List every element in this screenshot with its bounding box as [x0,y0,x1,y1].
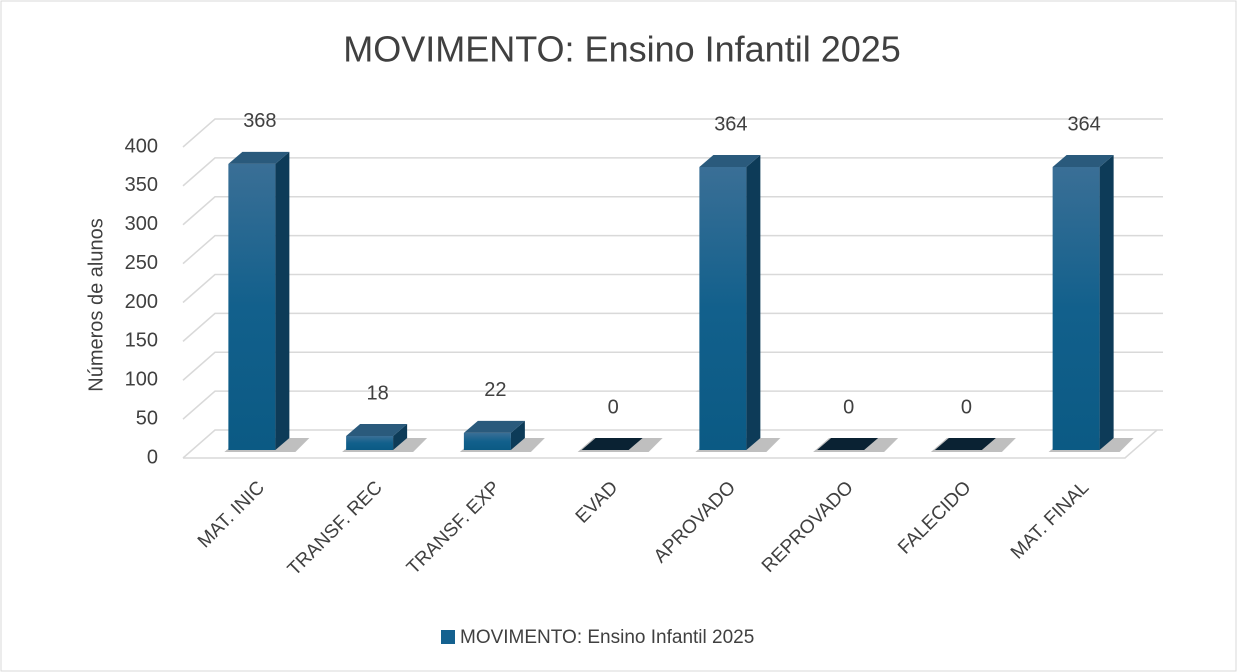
data-label: 18 [367,382,389,404]
grid-line [182,390,1163,420]
bar-side [275,151,290,450]
bar-side [510,420,525,450]
grid-line [182,312,1163,342]
data-label: 0 [961,396,972,418]
grid-line [182,234,1163,265]
bar [1048,154,1134,452]
bar-top [581,438,643,450]
data-label: 364 [714,113,747,135]
y-tick-label: 400 [125,135,158,157]
chart-title: MOVIMENTO: Ensino Infantil 2025 [343,29,901,70]
data-label: 0 [843,396,854,418]
y-tick-label: 100 [125,369,158,391]
data-label: 0 [608,396,619,418]
y-tick-label: 200 [125,291,158,313]
bar [459,420,545,452]
data-label: 364 [1067,113,1100,135]
floor-line [183,429,1158,459]
bar-front [1052,166,1100,451]
bar-top [463,420,525,433]
bar-front [228,163,276,450]
bar-front [699,166,747,451]
bar-front [346,436,394,450]
bar [577,438,663,452]
bar [813,438,899,452]
bar-top [228,151,290,164]
grid-line [182,429,1163,459]
bar-top [817,438,879,450]
y-tick-label: 0 [147,446,158,468]
grid-line [182,196,1163,226]
bar-side [746,154,761,451]
grid-line [182,118,1163,148]
bar [930,438,1016,452]
y-tick-label: 350 [125,174,158,196]
bar-side [393,424,408,450]
data-label: 22 [484,379,506,401]
grid-line [182,273,1163,304]
legend-swatch [441,630,455,644]
legend-label: MOVIMENTO: Ensino Infantil 2025 [460,627,754,648]
y-tick-label: 300 [125,213,158,235]
y-tick-label: 50 [136,407,158,429]
grid-line [182,351,1163,381]
bar-top [699,154,761,167]
bar-side [1099,154,1114,451]
y-tick-label: 250 [125,252,158,274]
y-tick-label: 150 [125,330,158,352]
bar-front [463,432,511,450]
bar [224,151,310,452]
bar [695,154,781,452]
bar-top [1052,154,1114,167]
grid-line [182,157,1163,187]
bar [342,424,428,452]
y-axis-label: Números de alunos [85,218,107,391]
bar-top [346,424,408,437]
bar-top [934,438,996,450]
data-label: 368 [243,110,276,132]
